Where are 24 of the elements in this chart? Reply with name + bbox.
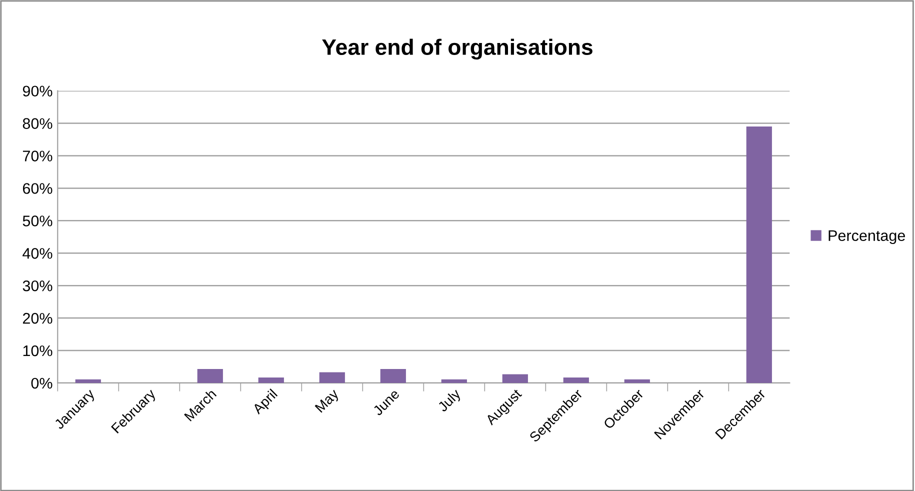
y-tick-label: 90%	[22, 86, 52, 97]
bar	[563, 377, 589, 383]
y-tick-label: 20%	[22, 312, 52, 324]
bar	[75, 379, 101, 383]
bar	[380, 369, 406, 383]
y-tick-label: 70%	[22, 150, 52, 162]
x-tick-label: July	[436, 388, 464, 414]
x-tick-label: May	[314, 388, 342, 415]
bar	[502, 374, 528, 383]
y-tick-label: 10%	[23, 345, 52, 356]
y-tick-label: 80%	[22, 118, 52, 129]
y-tick-label: 60%	[22, 183, 52, 194]
y-tick-label: 50%	[22, 216, 52, 226]
y-tick-label: 40%	[22, 248, 52, 259]
bar	[624, 379, 650, 383]
bar	[197, 369, 223, 383]
bar	[441, 379, 467, 383]
chart-title: Year end of organisations	[322, 38, 592, 60]
y-tick-label: 30%	[22, 280, 52, 292]
bar	[746, 126, 772, 383]
legend-label: Percentage	[828, 230, 905, 244]
bar	[319, 372, 345, 383]
bar	[258, 377, 284, 383]
y-tick-label: 0%	[31, 378, 52, 389]
